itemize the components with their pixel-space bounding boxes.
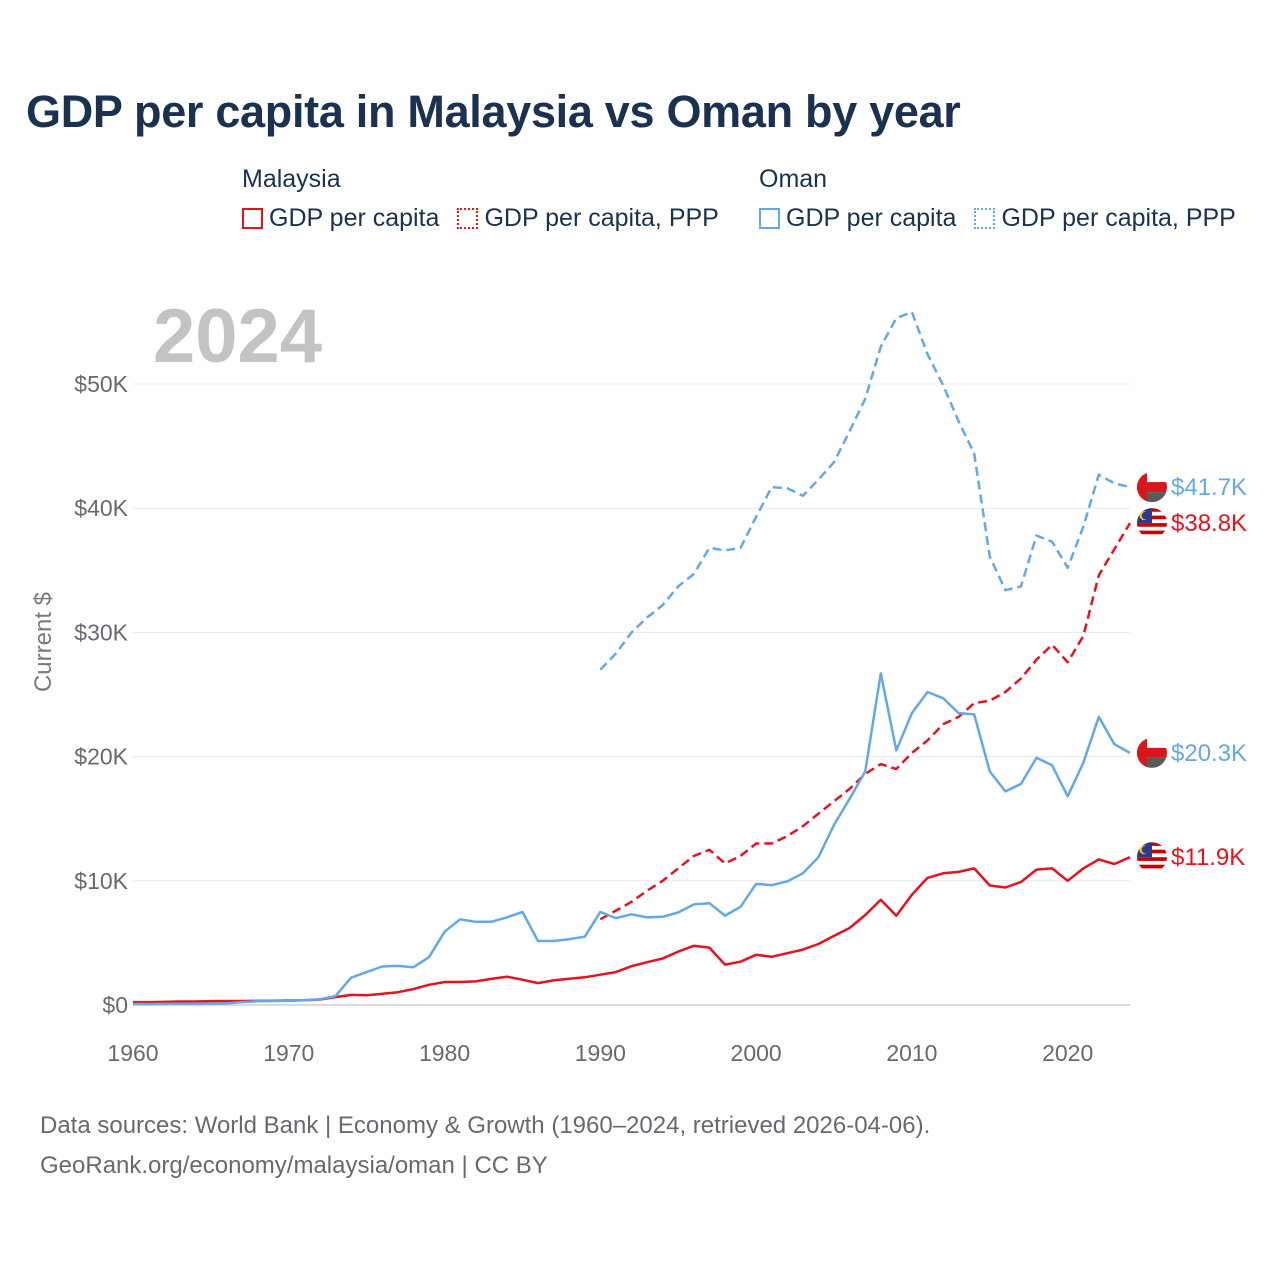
legend-label-oman-gdp: GDP per capita xyxy=(786,204,957,232)
oman-flag-icon xyxy=(1137,472,1167,503)
legend-swatch-oman-ppp xyxy=(974,208,996,229)
series-line-oman-gdp xyxy=(133,672,1131,1006)
legend-group-malaysia: Malaysia GDP per capita GDP per capita, … xyxy=(242,162,719,233)
legend-label-oman-ppp: GDP per capita, PPP xyxy=(1001,204,1236,232)
malaysia-flag-icon xyxy=(1137,842,1167,873)
x-tick-label: 2000 xyxy=(731,1040,782,1066)
legend-swatch-malaysia-ppp xyxy=(457,208,479,229)
y-tick-label: $0 xyxy=(102,992,128,1018)
footer-sources: Data sources: World Bank | Economy & Gro… xyxy=(40,1112,931,1139)
legend-label-malaysia-gdp: GDP per capita xyxy=(269,204,440,232)
legend-label-malaysia-ppp: GDP per capita, PPP xyxy=(484,204,719,232)
x-tick-label: 1960 xyxy=(107,1040,158,1066)
x-tick-label: 1980 xyxy=(419,1040,470,1066)
y-tick-label: $30K xyxy=(74,619,128,645)
legend-group-title-oman: Oman xyxy=(759,165,828,193)
end-value-label-malaysia-gdp: $11.9K xyxy=(1171,844,1245,871)
footer: Data sources: World Bank | Economy & Gro… xyxy=(40,1106,930,1186)
legend-item-malaysia-gdp[interactable]: GDP per capita xyxy=(242,204,439,233)
legend-group-title-malaysia: Malaysia xyxy=(242,165,341,193)
end-value-label-malaysia-ppp: $38.8K xyxy=(1171,510,1247,537)
x-tick-label: 1970 xyxy=(263,1040,314,1066)
chart-title: GDP per capita in Malaysia vs Oman by ye… xyxy=(26,86,961,137)
legend-item-oman-gdp[interactable]: GDP per capita xyxy=(759,204,956,233)
x-tick-label: 2010 xyxy=(886,1040,937,1066)
legend-swatch-oman-gdp xyxy=(759,208,780,229)
y-tick-label: $40K xyxy=(74,495,128,521)
x-tick-label: 2020 xyxy=(1042,1040,1093,1066)
y-tick-label: $50K xyxy=(74,371,128,397)
legend-swatch-malaysia-gdp xyxy=(242,208,263,229)
footer-attribution: GeoRank.org/economy/malaysia/oman | CC B… xyxy=(40,1152,548,1179)
series-line-malaysia-gdp xyxy=(133,856,1131,1004)
y-tick-label: $10K xyxy=(74,868,128,894)
malaysia-flag-icon xyxy=(1137,508,1167,539)
series-line-malaysia-ppp xyxy=(599,522,1132,921)
end-value-label-oman-ppp: $41.7K xyxy=(1171,474,1247,501)
y-tick-label: $20K xyxy=(74,744,128,770)
y-axis-title: Current $ xyxy=(30,592,57,692)
end-value-label-oman-gdp: $20.3K xyxy=(1171,740,1247,767)
legend-item-oman-ppp[interactable]: GDP per capita, PPP xyxy=(974,204,1236,233)
oman-flag-icon xyxy=(1137,737,1167,768)
series-line-oman-ppp xyxy=(599,310,1131,671)
legend-item-malaysia-ppp[interactable]: GDP per capita, PPP xyxy=(457,204,719,233)
x-tick-label: 1990 xyxy=(575,1040,626,1066)
legend-group-oman: Oman GDP per capita GDP per capita, PPP xyxy=(759,162,1236,233)
year-watermark: 2024 xyxy=(153,294,322,379)
